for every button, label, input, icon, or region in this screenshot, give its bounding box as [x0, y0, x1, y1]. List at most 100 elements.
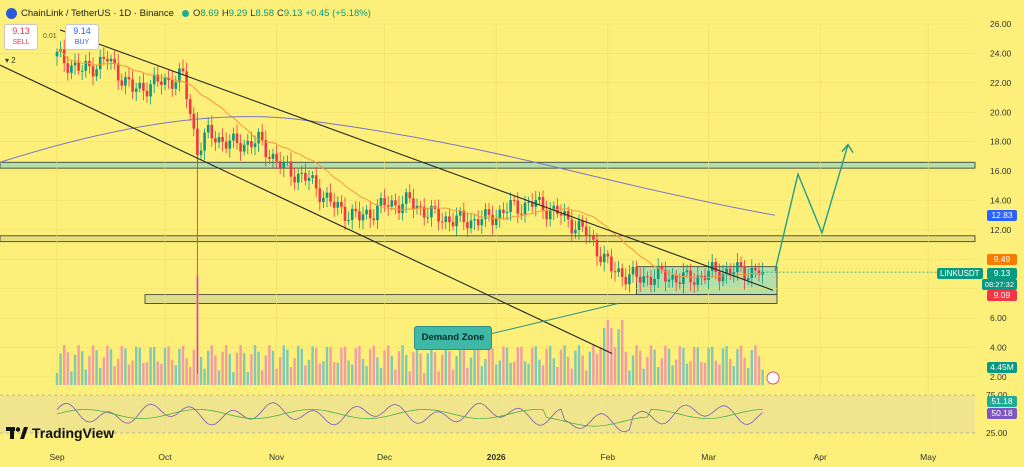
volume-bar — [696, 347, 699, 385]
candle-body — [494, 218, 498, 226]
volume-bar — [613, 347, 617, 385]
volume-bar — [293, 358, 296, 385]
candle-body — [430, 205, 433, 218]
volume-bar — [365, 366, 368, 385]
candle-body — [250, 141, 253, 148]
candle-body — [178, 68, 181, 83]
candle-body — [257, 131, 260, 144]
candle-body — [77, 62, 80, 71]
price-tick: 26.00 — [990, 19, 1012, 29]
candle-body — [516, 200, 520, 214]
candle-body — [329, 192, 332, 202]
volume-bar — [117, 358, 120, 385]
volume-bar — [239, 345, 242, 385]
volume-bar — [315, 347, 318, 385]
symbol-title[interactable]: ChainLink / TetherUS · 1D · Binance — [21, 7, 174, 19]
candle-body — [552, 205, 556, 211]
candle-body — [444, 216, 448, 223]
candle-body — [613, 271, 617, 273]
candle-body — [606, 253, 610, 257]
price-tick: 4.00 — [990, 343, 1007, 353]
candle-body — [584, 226, 588, 236]
volume-bar — [185, 358, 188, 385]
zone-upper-resistance — [0, 161, 976, 169]
volume-bar — [289, 367, 293, 385]
candle-body — [239, 143, 242, 152]
time-tick: May — [920, 452, 937, 462]
candle-body — [102, 56, 106, 59]
candle-body — [145, 90, 149, 97]
candle-body — [498, 209, 502, 219]
candle-body — [692, 282, 696, 285]
candle-body — [304, 172, 307, 181]
volume-bar — [307, 359, 311, 385]
candle-body — [520, 213, 523, 215]
candle-body — [707, 270, 710, 281]
channel-upper-line — [59, 29, 774, 291]
buy-label: BUY — [74, 39, 90, 46]
rsi-tick: 75.00 — [986, 390, 1008, 400]
candle-body — [235, 133, 239, 144]
volume-bar — [451, 369, 455, 385]
volume-bar — [390, 356, 393, 385]
volume-bar — [721, 348, 725, 385]
candle-body — [289, 161, 293, 177]
volume-bar — [142, 362, 145, 385]
candle-body — [217, 136, 221, 143]
candle-body — [530, 202, 534, 207]
candle-body — [624, 276, 628, 285]
candle-body — [347, 219, 350, 221]
volume-bar — [297, 345, 300, 385]
volume-bar — [300, 348, 303, 385]
projection-path — [774, 144, 849, 272]
volume-bar — [477, 349, 480, 385]
volume-bar — [192, 349, 195, 385]
tradingview-logo: TradingView — [6, 425, 114, 441]
volume-bar — [653, 349, 656, 385]
candle-body — [617, 268, 620, 273]
volume-bar — [441, 354, 444, 385]
candle-body — [134, 88, 138, 92]
lot-size[interactable]: ▾ 2 — [5, 56, 16, 65]
volume-bar — [631, 355, 635, 385]
candle-body — [340, 201, 343, 207]
volume-bar — [77, 345, 80, 385]
candle-body — [750, 267, 754, 279]
candle-body — [664, 269, 667, 282]
volume-bar — [703, 362, 707, 385]
volume-bar — [397, 351, 401, 385]
price-tick: 22.00 — [990, 78, 1012, 88]
volume-bar — [156, 361, 159, 385]
volume-bar — [95, 350, 98, 385]
ma-fast-line — [56, 49, 763, 279]
volume-bar — [59, 353, 62, 385]
candle-body — [401, 203, 404, 214]
ohlc-value: +0.45 (+5.18%) — [305, 7, 371, 19]
candle-body — [318, 188, 322, 203]
candle-body — [408, 192, 412, 199]
sell-button[interactable]: 9.13 SELL — [4, 24, 38, 50]
volume-bar — [592, 345, 595, 385]
candle-body — [451, 222, 455, 227]
time-tick: Mar — [701, 452, 716, 462]
candle-body — [181, 68, 185, 72]
volume-bar — [419, 353, 422, 385]
volume-bar — [124, 348, 127, 385]
candle-body — [739, 262, 743, 267]
volume-bar — [739, 345, 743, 385]
candle-body — [397, 205, 401, 214]
candle-body — [386, 205, 390, 207]
volume-bar — [646, 356, 649, 385]
demand-zone-label: Demand Zone — [414, 326, 492, 350]
candle-body — [379, 198, 383, 206]
candle-body — [509, 200, 512, 212]
time-tick: Sep — [49, 452, 64, 462]
volume-bar — [736, 349, 739, 385]
buy-button[interactable]: 9.14 BUY — [65, 24, 99, 50]
ohlc-value: 9.29 — [228, 7, 248, 19]
candle-body — [80, 70, 84, 72]
candle-body — [458, 210, 462, 216]
volume-bar — [541, 365, 545, 385]
candle-body — [131, 79, 134, 92]
